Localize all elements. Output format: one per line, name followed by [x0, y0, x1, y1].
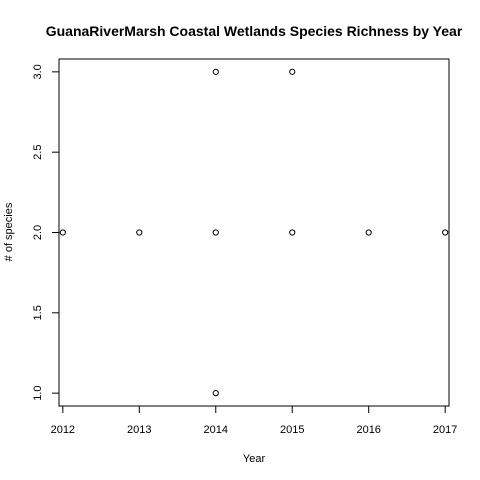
x-tick-label: 2012 — [51, 424, 75, 436]
x-axis-label: Year — [243, 453, 266, 465]
data-point — [212, 68, 219, 75]
x-tick-label: 2015 — [280, 424, 304, 436]
plot-frame — [58, 58, 450, 407]
x-tick-label: 2017 — [433, 424, 457, 436]
y-tick-label: 1.5 — [32, 305, 44, 320]
y-tick-label: 2.5 — [32, 145, 44, 160]
x-tick-label: 2016 — [356, 424, 380, 436]
data-points — [59, 68, 449, 397]
y-tick-label: 1.0 — [32, 385, 44, 400]
data-point — [59, 229, 66, 236]
data-point — [289, 229, 296, 236]
data-point — [365, 229, 372, 236]
x-tick-label: 2014 — [204, 424, 228, 436]
data-point — [442, 229, 449, 236]
y-axis-label: # of species — [3, 202, 15, 261]
y-tick-label: 2.0 — [32, 225, 44, 240]
y-tick-label: 3.0 — [32, 64, 44, 79]
y-axis: 1.0 1.5 2.0 2.5 3.0 — [32, 64, 59, 401]
chart-title: GuanaRiverMarsh Coastal Wetlands Species… — [46, 23, 463, 39]
data-point — [212, 229, 219, 236]
data-point — [212, 390, 219, 397]
data-point — [136, 229, 143, 236]
x-tick-label: 2013 — [127, 424, 151, 436]
x-axis: 2012 2013 2014 2015 2016 2017 — [51, 406, 457, 436]
data-point — [289, 68, 296, 75]
